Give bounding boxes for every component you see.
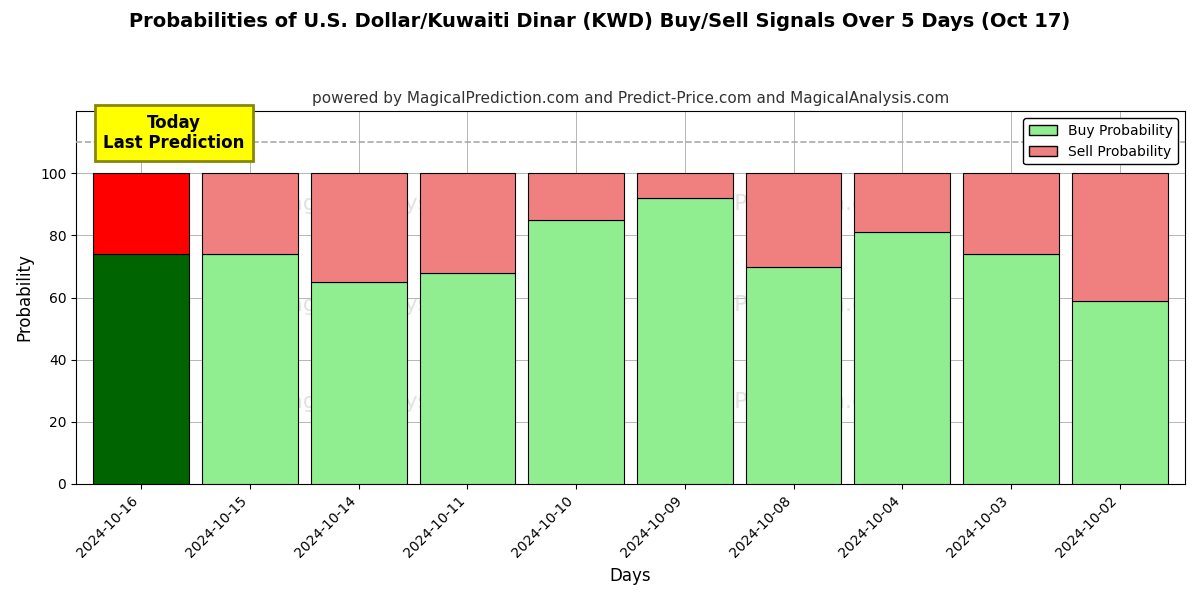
Text: MagicalAnalysis.com: MagicalAnalysis.com	[271, 295, 503, 315]
Bar	[528, 220, 624, 484]
Y-axis label: Probability: Probability	[14, 254, 32, 341]
Bar	[311, 282, 407, 484]
Bar	[202, 254, 298, 484]
Bar	[311, 173, 407, 282]
Bar	[94, 254, 190, 484]
Bar	[745, 173, 841, 266]
Bar	[637, 198, 733, 484]
Bar	[420, 273, 515, 484]
Bar	[202, 173, 298, 254]
Bar	[854, 173, 950, 232]
Bar	[1072, 301, 1168, 484]
Bar	[528, 173, 624, 220]
Title: powered by MagicalPrediction.com and Predict-Price.com and MagicalAnalysis.com: powered by MagicalPrediction.com and Pre…	[312, 91, 949, 106]
X-axis label: Days: Days	[610, 567, 652, 585]
Bar	[964, 254, 1058, 484]
Text: MagicalPrediction.com: MagicalPrediction.com	[649, 392, 900, 412]
Bar	[420, 173, 515, 273]
Text: MagicalAnalysis.com: MagicalAnalysis.com	[271, 194, 503, 214]
Text: Today
Last Prediction: Today Last Prediction	[103, 113, 245, 152]
Bar	[94, 173, 190, 254]
Text: Probabilities of U.S. Dollar/Kuwaiti Dinar (KWD) Buy/Sell Signals Over 5 Days (O: Probabilities of U.S. Dollar/Kuwaiti Din…	[130, 12, 1070, 31]
Legend: Buy Probability, Sell Probability: Buy Probability, Sell Probability	[1024, 118, 1178, 164]
Text: MagicalAnalysis.com: MagicalAnalysis.com	[271, 392, 503, 412]
Text: MagicalPrediction.com: MagicalPrediction.com	[649, 194, 900, 214]
Bar	[1072, 173, 1168, 301]
Bar	[745, 266, 841, 484]
Bar	[854, 232, 950, 484]
Bar	[637, 173, 733, 198]
Text: MagicalPrediction.com: MagicalPrediction.com	[649, 295, 900, 315]
Bar	[964, 173, 1058, 254]
